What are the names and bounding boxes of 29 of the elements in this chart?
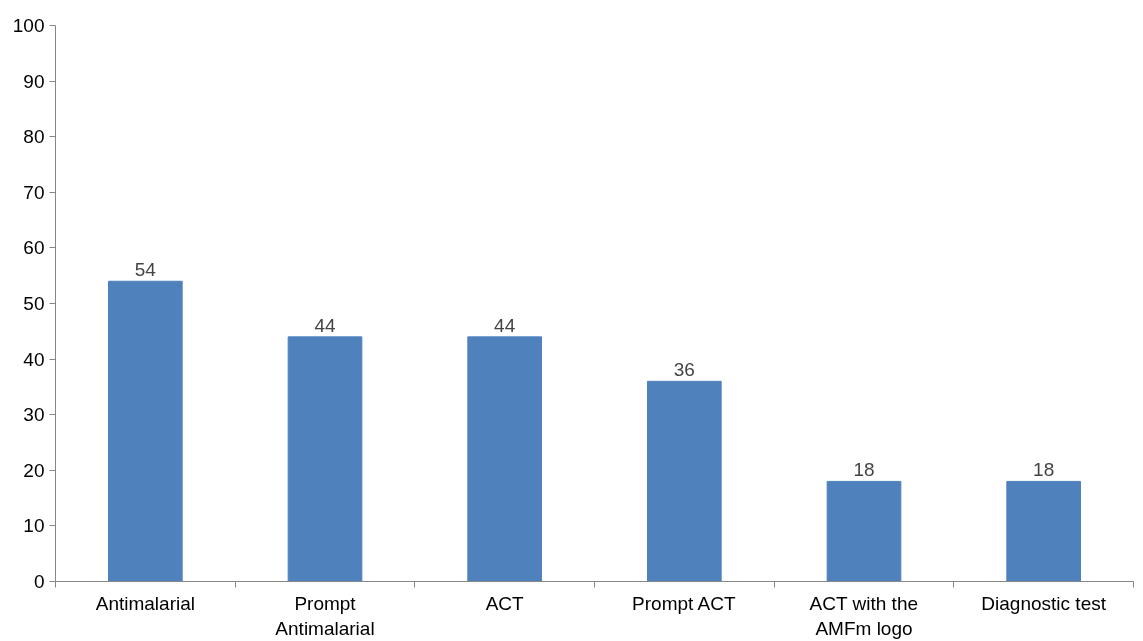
data-label: 36 xyxy=(673,359,695,381)
y-tick-label: 90 xyxy=(23,70,45,92)
bar xyxy=(467,336,542,582)
bar xyxy=(108,280,183,582)
x-tick-label: Diagnostic test xyxy=(981,592,1107,614)
data-label: 44 xyxy=(314,314,336,336)
bar xyxy=(647,380,722,582)
bar xyxy=(1006,480,1081,582)
data-label: 18 xyxy=(1033,459,1055,481)
y-tick-label: 80 xyxy=(23,126,45,148)
y-tick-label: 40 xyxy=(23,348,45,370)
data-label: 54 xyxy=(134,259,157,281)
x-tick-label: Prompt Antimalarial xyxy=(275,592,375,639)
x-tick-label: ACT xyxy=(485,592,525,614)
bar xyxy=(826,480,902,582)
y-tick-label: 10 xyxy=(23,515,45,537)
data-label: 18 xyxy=(853,459,875,481)
x-tick-label: Antimalarial xyxy=(95,592,195,614)
data-label: 44 xyxy=(494,314,516,336)
y-tick-label: 30 xyxy=(23,404,45,426)
y-tick-label: 50 xyxy=(23,293,45,314)
x-tick-label: ACT with the AMFm logo xyxy=(809,592,919,639)
bar xyxy=(287,336,363,582)
y-tick-label: 20 xyxy=(23,459,45,481)
y-tick-label: 100 xyxy=(12,15,45,36)
y-tick-label: 60 xyxy=(23,237,45,259)
y-tick-label: 0 xyxy=(33,571,45,592)
y-tick-label: 70 xyxy=(23,181,45,203)
x-tick-label: Prompt ACT xyxy=(632,592,736,614)
